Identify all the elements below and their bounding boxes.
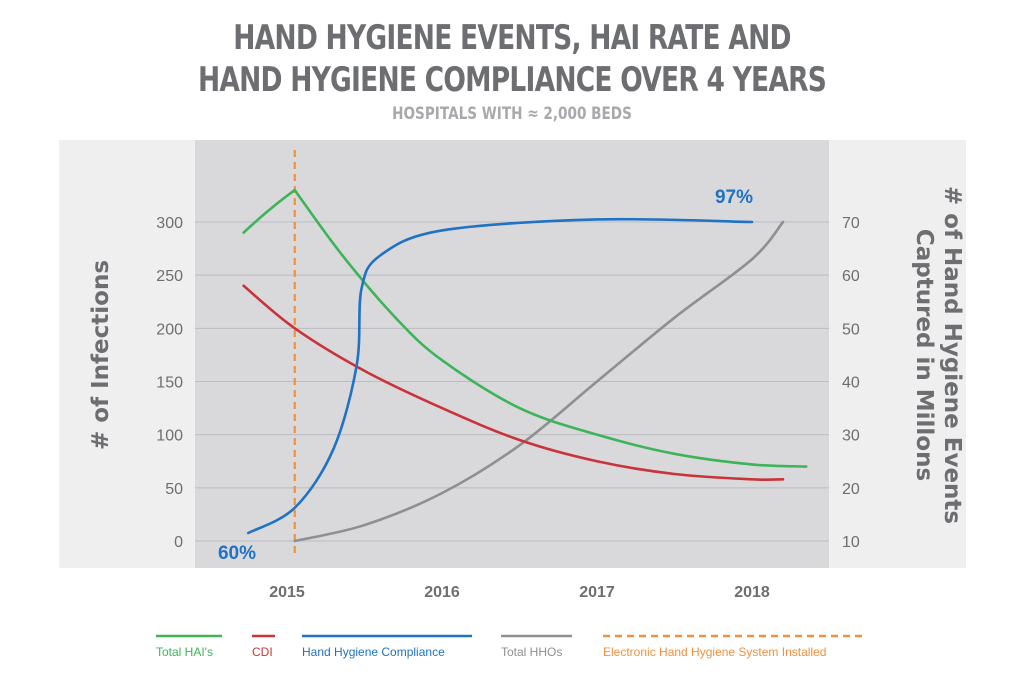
right-axis-title-line1: # of Hand Hygiene Events bbox=[939, 186, 965, 524]
left-tick-label: 100 bbox=[156, 428, 183, 445]
right-tick-label: 20 bbox=[842, 481, 860, 498]
legend-label: Hand Hygiene Compliance bbox=[302, 645, 445, 659]
inner-plot-background bbox=[195, 140, 829, 568]
left-tick-label: 50 bbox=[165, 481, 183, 498]
annotation-start-value: 60% bbox=[218, 543, 256, 564]
left-tick-label: 0 bbox=[174, 534, 183, 551]
legend-label: Total HHOs bbox=[501, 645, 562, 659]
series-line-hand-hygiene-compliance bbox=[246, 217, 754, 535]
right-tick-label: 60 bbox=[842, 268, 860, 285]
x-tick-label: 2017 bbox=[579, 584, 615, 601]
left-tick-label: 200 bbox=[156, 321, 183, 338]
x-tick-label: 2018 bbox=[734, 584, 770, 601]
left-tick-label: 150 bbox=[156, 375, 183, 392]
right-tick-label: 30 bbox=[842, 428, 860, 445]
series-line-total-hai-s bbox=[242, 188, 808, 468]
series-line-cdi bbox=[242, 284, 785, 482]
chart-subtitle: HOSPITALS WITH ≈ 2,000 BEDS bbox=[392, 104, 632, 124]
chart-title-line1: HAND HYGIENE EVENTS, HAI RATE AND bbox=[233, 18, 791, 58]
x-tick-label: 2015 bbox=[269, 584, 305, 601]
right-tick-label: 10 bbox=[842, 534, 860, 551]
left-axis-title: # of Infections bbox=[88, 260, 114, 450]
chart-title-line2: HAND HYGIENE COMPLIANCE OVER 4 YEARS bbox=[197, 60, 827, 100]
legend-label: CDI bbox=[252, 645, 273, 659]
right-tick-label: 50 bbox=[842, 321, 860, 338]
right-tick-label: 70 bbox=[842, 215, 860, 232]
x-tick-label: 2016 bbox=[424, 584, 460, 601]
right-tick-label: 40 bbox=[842, 375, 860, 392]
left-tick-label: 250 bbox=[156, 268, 183, 285]
series-line-total-hhos bbox=[293, 220, 785, 543]
legend-label: Total HAI's bbox=[156, 645, 213, 659]
legend-label: Electronic Hand Hygiene System Installed bbox=[603, 645, 826, 659]
annotation-end-value: 97% bbox=[715, 187, 753, 208]
left-tick-label: 300 bbox=[156, 215, 183, 232]
right-axis-title-line2: Captured in Millons bbox=[911, 229, 937, 481]
